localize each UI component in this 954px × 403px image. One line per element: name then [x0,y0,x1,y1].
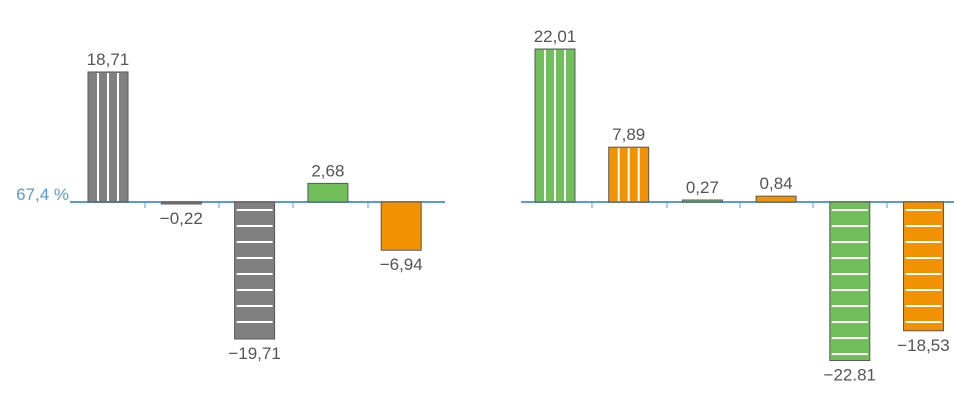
bar [87,71,129,203]
bar-rect [307,182,349,203]
right-chart: 22,01 7,89 0,27 0,84 −22.81 −18,53 [521,27,954,385]
bar-rect [681,199,723,203]
bar-rect [160,201,202,205]
bar-value-label: 22,01 [534,27,577,46]
bar-value-label: −18,53 [897,336,949,355]
bar-value-label: −0,22 [160,209,203,228]
bar-rect [234,201,276,340]
bar-value-label: −19,71 [228,344,280,363]
bar [755,195,797,203]
left-chart: 18,71 −0,22 −19,71 2,68 −6,94 [70,50,445,363]
bar-value-label: 18,71 [87,50,130,69]
bar [380,201,422,251]
bar [608,146,650,203]
bar-value-label: 0,84 [760,174,793,193]
baseline-label: 67,4 % [16,185,69,204]
bar-value-label: −22.81 [824,366,876,385]
bar-value-label: 0,27 [686,178,719,197]
bar-value-label: 2,68 [311,161,344,180]
bar-rect [903,201,944,332]
bar-rect [755,195,797,203]
bar [903,201,944,332]
bar-value-label: −6,94 [380,255,423,274]
bar-value-label: 7,89 [612,125,645,144]
bar [234,201,276,340]
bar [534,48,576,203]
bar [160,201,202,205]
bar-rect [829,201,871,362]
bar [681,199,723,203]
bar [829,201,871,362]
bar [307,182,349,203]
bar-rect [380,201,422,251]
